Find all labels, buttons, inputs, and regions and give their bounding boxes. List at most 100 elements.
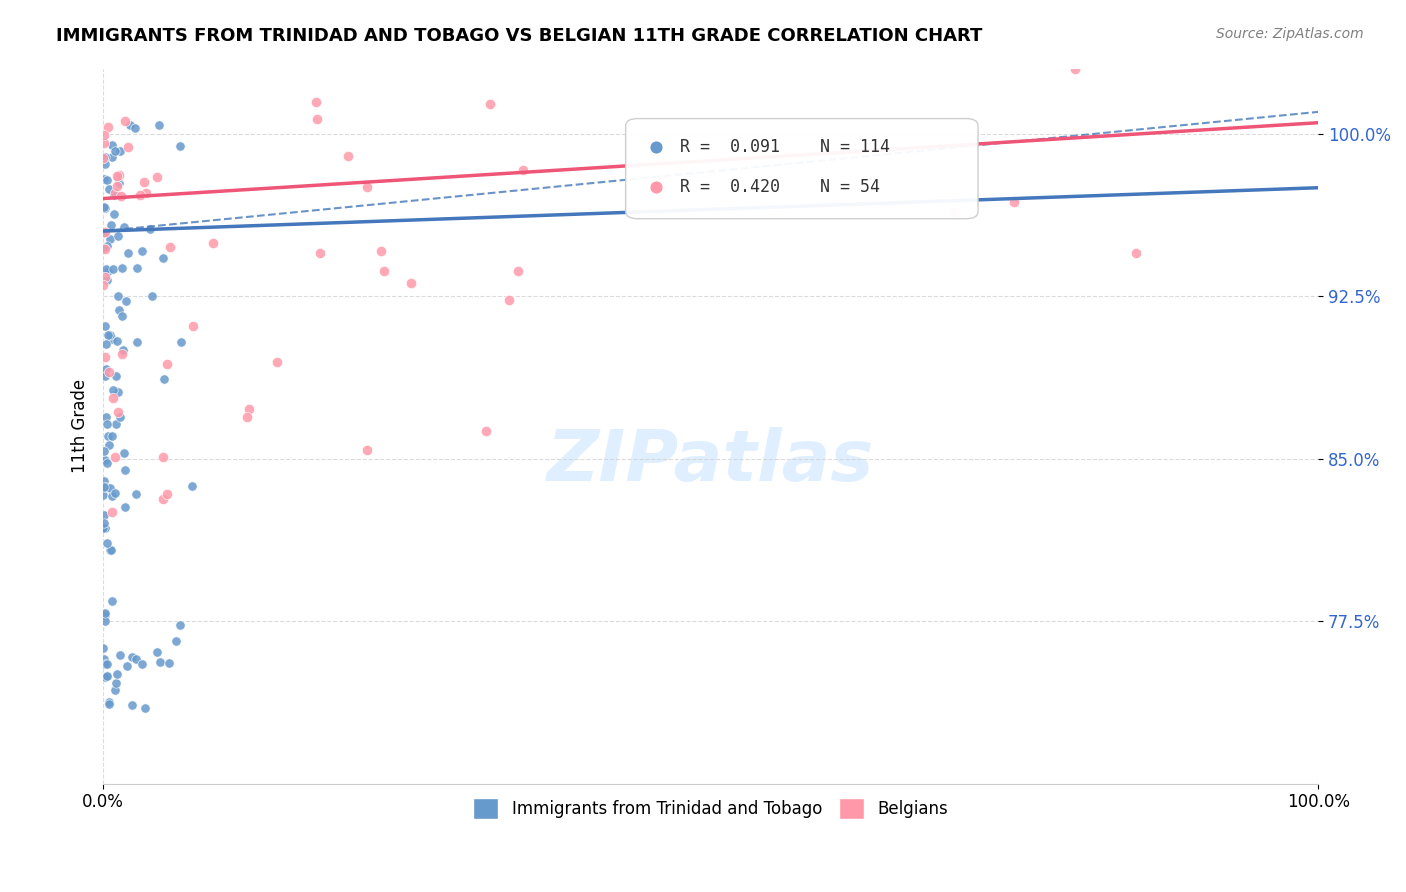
Point [121, 650, 143, 665]
Point [132, 175, 155, 189]
Point [94, 615, 117, 629]
Point [105, 169, 128, 183]
Point [1004, 195, 1026, 210]
Point [125, 260, 148, 275]
Point [107, 334, 129, 348]
Point [141, 288, 163, 302]
Point [93, 521, 115, 535]
Point [103, 207, 125, 221]
Point [107, 170, 129, 185]
Point [94, 157, 117, 171]
Point [96, 173, 118, 187]
Point [94, 670, 117, 684]
Point [94, 318, 117, 333]
Point [165, 634, 187, 648]
Point [93, 444, 115, 458]
Point [498, 293, 520, 307]
Text: R =  0.420    N = 54: R = 0.420 N = 54 [681, 178, 880, 195]
Point [169, 138, 191, 153]
Point [474, 425, 496, 439]
Point [98, 438, 121, 452]
Point [238, 402, 260, 417]
Point [93, 241, 115, 255]
Point [94, 150, 117, 164]
Point [111, 260, 134, 275]
Point [127, 334, 149, 349]
Point [117, 140, 139, 154]
Point [104, 486, 127, 500]
Point [152, 450, 174, 464]
Point [1125, 245, 1147, 260]
Point [159, 240, 181, 254]
Y-axis label: 11th Grade: 11th Grade [72, 379, 89, 473]
Point [512, 162, 534, 177]
Point [94, 201, 117, 215]
Point [111, 343, 134, 357]
Text: IMMIGRANTS FROM TRINIDAD AND TOBAGO VS BELGIAN 11TH GRADE CORRELATION CHART: IMMIGRANTS FROM TRINIDAD AND TOBAGO VS B… [56, 27, 983, 45]
Point [104, 676, 127, 690]
Point [114, 500, 136, 514]
Point [101, 489, 124, 503]
Point [93, 136, 115, 150]
Point [108, 302, 131, 317]
Point [94, 242, 117, 256]
Point [101, 262, 124, 277]
Point [93, 200, 115, 214]
Point [104, 417, 127, 432]
Point [156, 357, 179, 371]
Point [96, 362, 118, 376]
Point [107, 384, 129, 399]
Point [156, 487, 179, 501]
Point [1064, 62, 1087, 77]
Point [120, 119, 142, 133]
Point [110, 189, 132, 203]
Point [101, 383, 124, 397]
Point [104, 450, 127, 464]
Point [152, 492, 174, 507]
Point [97, 120, 120, 135]
Point [91, 521, 114, 535]
Point [107, 229, 129, 244]
Point [96, 657, 118, 671]
Point [107, 289, 129, 303]
Point [94, 608, 117, 623]
Point [111, 347, 134, 361]
Point [98, 182, 121, 196]
Text: Source: ZipAtlas.com: Source: ZipAtlas.com [1216, 27, 1364, 41]
Point [94, 657, 117, 671]
Point [93, 278, 115, 293]
Point [94, 453, 117, 467]
Point [93, 128, 115, 142]
Point [98, 365, 121, 379]
Point [236, 409, 259, 424]
Point [125, 487, 148, 501]
Point [105, 179, 128, 194]
Point [96, 480, 118, 494]
Point [94, 606, 117, 620]
Point [117, 246, 139, 260]
Point [479, 97, 502, 112]
Point [157, 656, 180, 670]
Point [108, 144, 131, 158]
Point [93, 474, 115, 488]
Point [100, 542, 122, 557]
Point [96, 417, 118, 431]
Point [103, 392, 125, 406]
Point [97, 695, 120, 709]
Point [146, 645, 169, 659]
Point [181, 479, 204, 493]
Point [98, 328, 121, 343]
Point [183, 319, 205, 334]
Point [93, 516, 115, 530]
Point [93, 651, 115, 665]
Point [125, 652, 148, 666]
Point [117, 659, 139, 673]
Point [97, 697, 120, 711]
Point [100, 219, 122, 233]
Point [942, 205, 965, 219]
Point [146, 170, 169, 185]
Point [93, 368, 115, 383]
Point [110, 648, 132, 663]
Point [107, 405, 129, 419]
Point [93, 226, 115, 240]
